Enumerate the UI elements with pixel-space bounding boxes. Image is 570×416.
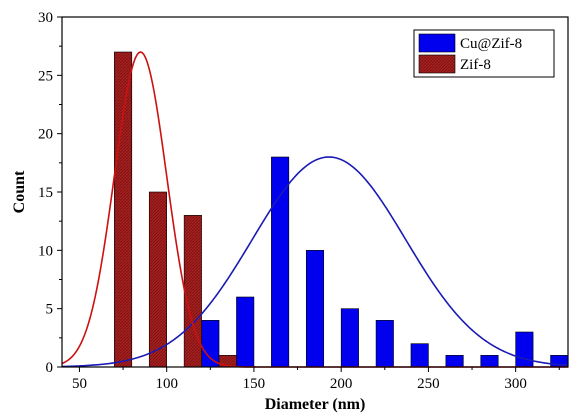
x-tick-label-300: 300: [504, 376, 527, 392]
y-tick-label-30: 30: [38, 10, 53, 26]
y-tick-label-5: 5: [46, 302, 54, 318]
bar-cu-zif-8-165: [271, 156, 290, 368]
legend-swatch-zif-8: [418, 54, 456, 74]
fit-curve-cu-zif-8: [61, 156, 569, 368]
y-tick-label-25: 25: [38, 68, 53, 84]
bar-zif-8-75: [114, 51, 133, 368]
y-tick-label-10: 10: [38, 243, 53, 259]
x-tick-label-50: 50: [72, 376, 87, 392]
x-tick-label-150: 150: [243, 376, 266, 392]
x-axis-title: Diameter (nm): [265, 396, 366, 413]
bar-zif-8-95: [148, 191, 167, 368]
x-tick-label-200: 200: [330, 376, 353, 392]
y-tick-label-15: 15: [38, 185, 53, 201]
legend-label-cu-zif-8: Cu@Zif-8: [460, 36, 522, 52]
bar-cu-zif-8-145: [236, 296, 255, 368]
x-tick-label-100: 100: [155, 376, 178, 392]
y-axis-ticks: 0 5 10 15 20 25 30: [38, 10, 62, 376]
bar-cu-zif-8-245: [410, 343, 429, 368]
bar-cu-zif-8-305: [515, 331, 534, 368]
x-axis-ticks: 50 100 150 200 250 300: [72, 367, 560, 392]
bar-cu-zif-8-125: [201, 320, 220, 368]
bar-cu-zif-8-205: [340, 308, 359, 368]
bar-cu-zif-8-265: [445, 355, 464, 368]
bar-zif-8-115: [183, 215, 202, 368]
bar-cu-zif-8-285: [480, 355, 499, 368]
y-axis-title: Count: [11, 170, 28, 213]
legend-swatch-cu-zif-8: [418, 33, 456, 53]
legend-label-zif-8: Zif-8: [460, 57, 491, 73]
y-tick-label-20: 20: [38, 127, 53, 143]
bar-cu-zif-8-185: [305, 250, 325, 368]
legend: Cu@Zif-8 Zif-8: [413, 29, 555, 78]
bar-cu-zif-8-225: [375, 320, 394, 368]
x-tick-label-250: 250: [417, 376, 440, 392]
y-tick-label-0: 0: [46, 360, 54, 376]
bars-layer: [114, 51, 569, 368]
